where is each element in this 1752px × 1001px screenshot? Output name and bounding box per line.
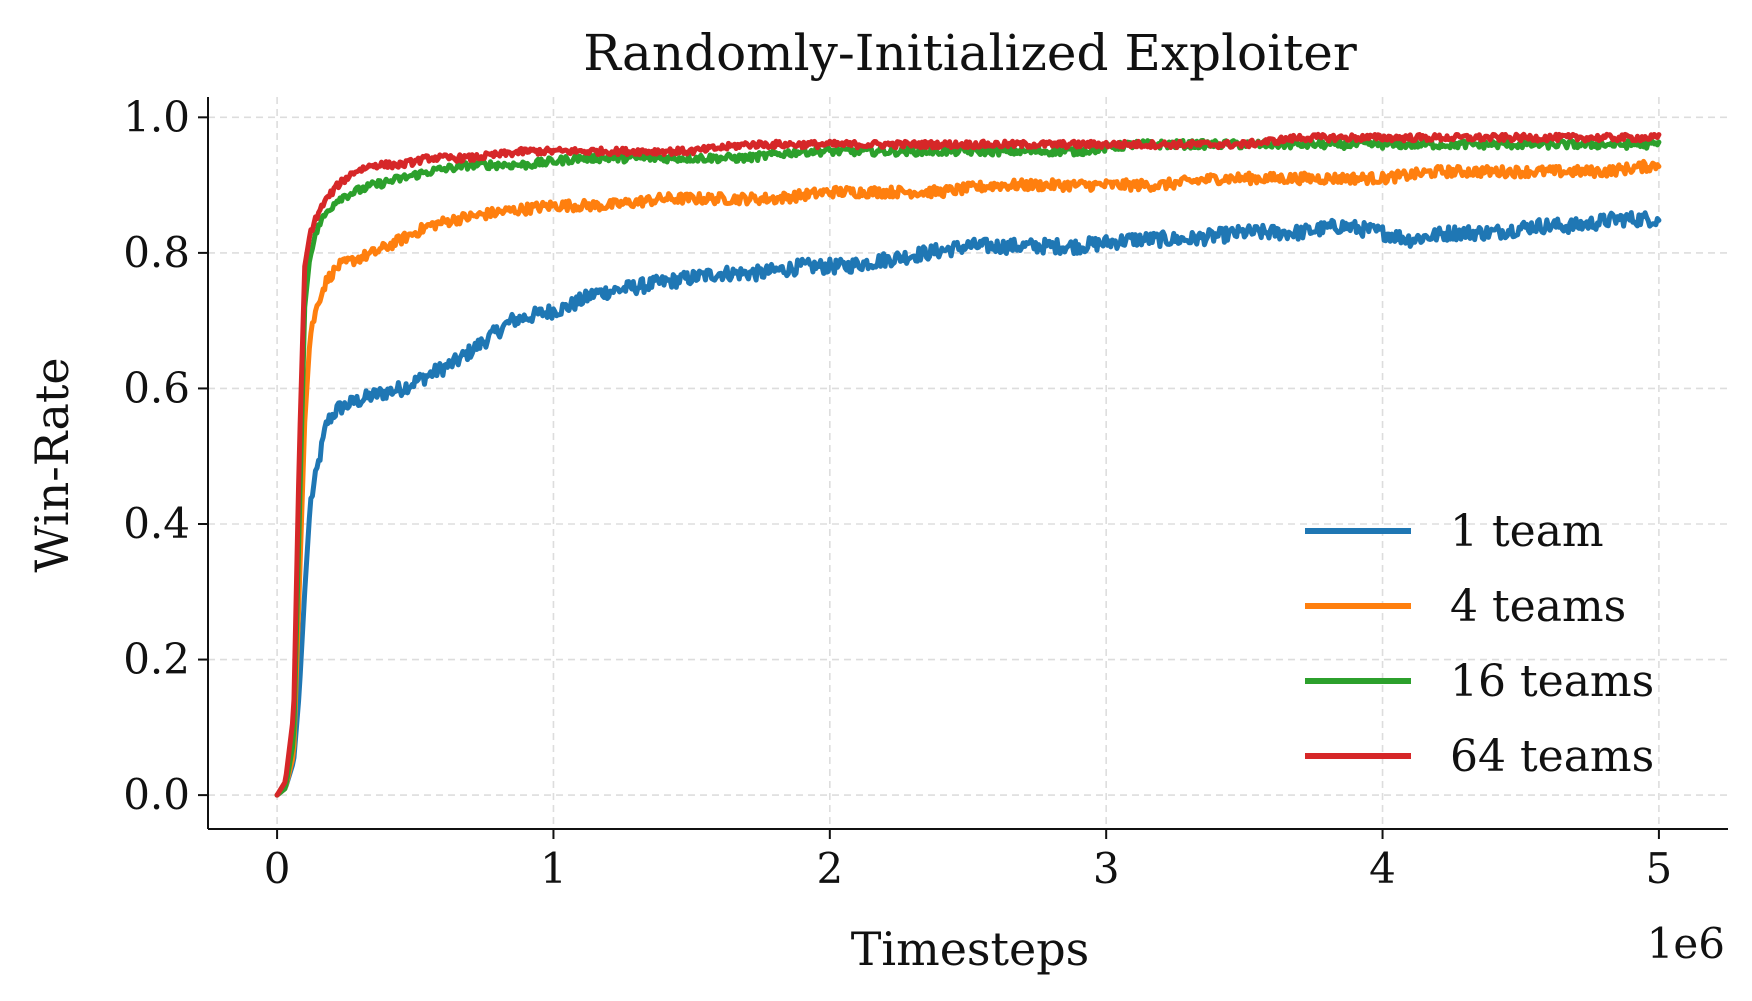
x-tick-label-1: 1: [540, 844, 567, 893]
x-axis-label: Timesteps: [851, 922, 1090, 976]
y-tick-label-4: 0.8: [123, 228, 190, 277]
y-tick-label-0: 0.0: [123, 770, 190, 819]
series-lines: [274, 131, 1662, 798]
axes: [207, 97, 1728, 830]
x-tick-label-4: 4: [1369, 844, 1396, 893]
chart-title: Randomly-Initialized Exploiter: [583, 24, 1357, 82]
legend: 1 team 4 teams 16 teams 64 teams: [1305, 506, 1654, 782]
y-tick-label-1: 0.2: [123, 635, 190, 684]
series-line-1-team: [274, 210, 1662, 798]
x-tick-label-3: 3: [1093, 844, 1120, 893]
grid-lines: [208, 97, 1728, 829]
legend-label-16-teams: 16 teams: [1450, 656, 1654, 707]
y-tick-label-5: 1.0: [123, 92, 190, 141]
series-line-4-teams: [274, 158, 1662, 798]
x-tick-label-2: 2: [816, 844, 843, 893]
x-tick-label-5: 5: [1646, 844, 1673, 893]
axis-ticks: 0 1 2 3 4 5 0.0 0.2 0.4 0.6 0.8 1.0: [123, 92, 1672, 893]
x-tick-label-0: 0: [264, 844, 291, 893]
y-axis-label: Win-Rate: [25, 357, 79, 572]
y-tick-label-3: 0.6: [123, 363, 190, 412]
x-axis-scale-label: 1e6: [1647, 919, 1725, 968]
legend-label-4-teams: 4 teams: [1450, 581, 1626, 632]
legend-label-64-teams: 64 teams: [1450, 731, 1654, 782]
legend-label-1-team: 1 team: [1450, 506, 1604, 557]
y-tick-label-2: 0.4: [123, 499, 190, 548]
series-line-64-teams: [274, 131, 1662, 798]
